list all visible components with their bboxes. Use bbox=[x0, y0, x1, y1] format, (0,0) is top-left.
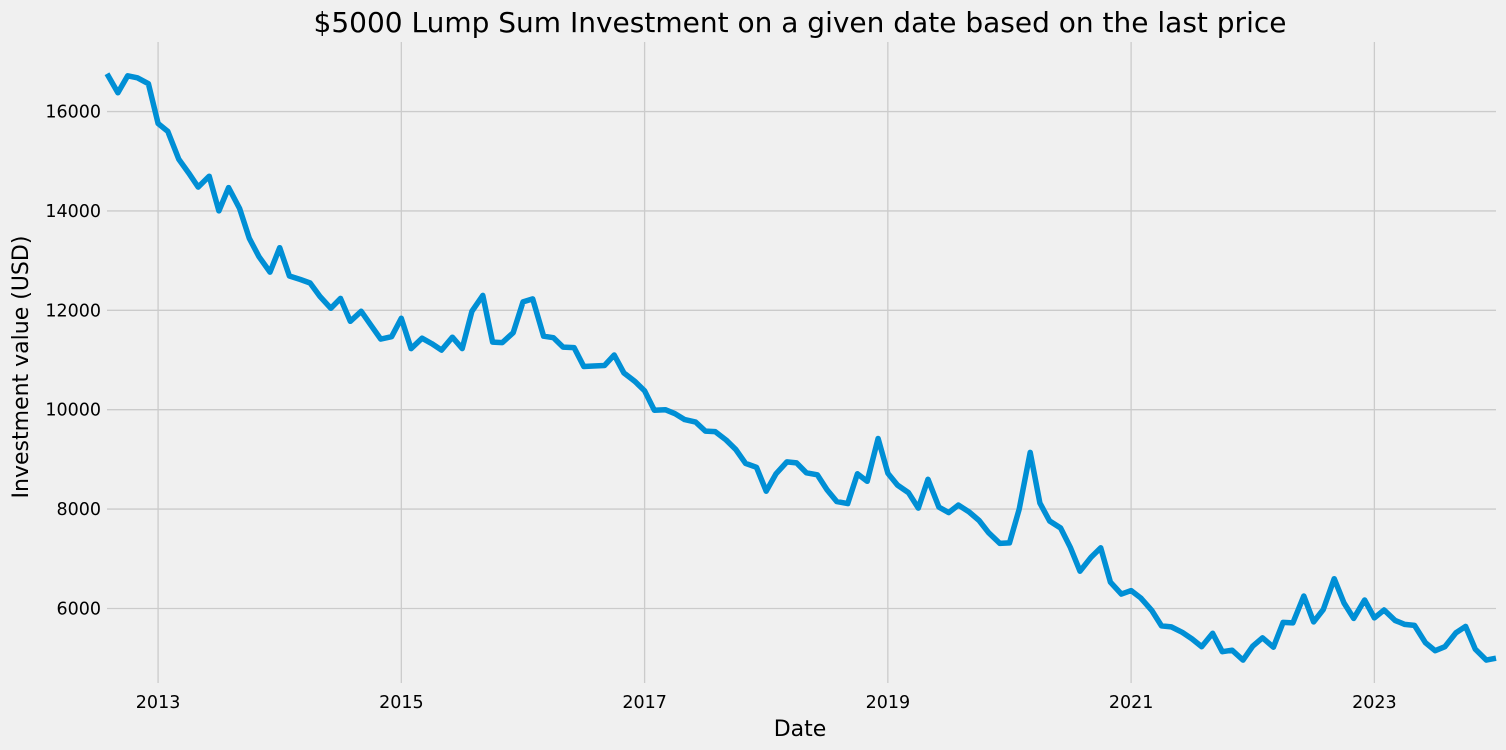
series-line bbox=[104, 72, 1497, 663]
x-tick-label: 2013 bbox=[136, 693, 181, 713]
chart-title: $5000 Lump Sum Investment on a given dat… bbox=[314, 6, 1287, 39]
x-tick-label: 2021 bbox=[1109, 693, 1154, 713]
x-tick-label: 2023 bbox=[1352, 693, 1397, 713]
y-tick-label: 14000 bbox=[45, 202, 101, 222]
x-tick-labels: 2013 2015 2017 2019 2021 2023 bbox=[136, 693, 1397, 713]
y-tick-label: 10000 bbox=[45, 401, 101, 421]
gridlines bbox=[107, 42, 1496, 683]
x-tick-label: 2015 bbox=[379, 693, 424, 713]
y-axis-label: Investment value (USD) bbox=[9, 236, 34, 499]
x-axis-label: Date bbox=[774, 717, 827, 742]
series-layer bbox=[104, 72, 1497, 663]
y-tick-label: 6000 bbox=[56, 599, 101, 619]
x-tick-label: 2017 bbox=[622, 693, 667, 713]
y-tick-label: 8000 bbox=[56, 500, 101, 520]
x-tick-label: 2019 bbox=[866, 693, 911, 713]
y-tick-label: 16000 bbox=[45, 103, 101, 123]
y-tick-labels: 6000 8000 10000 12000 14000 16000 bbox=[45, 103, 101, 620]
y-tick-label: 12000 bbox=[45, 301, 101, 321]
